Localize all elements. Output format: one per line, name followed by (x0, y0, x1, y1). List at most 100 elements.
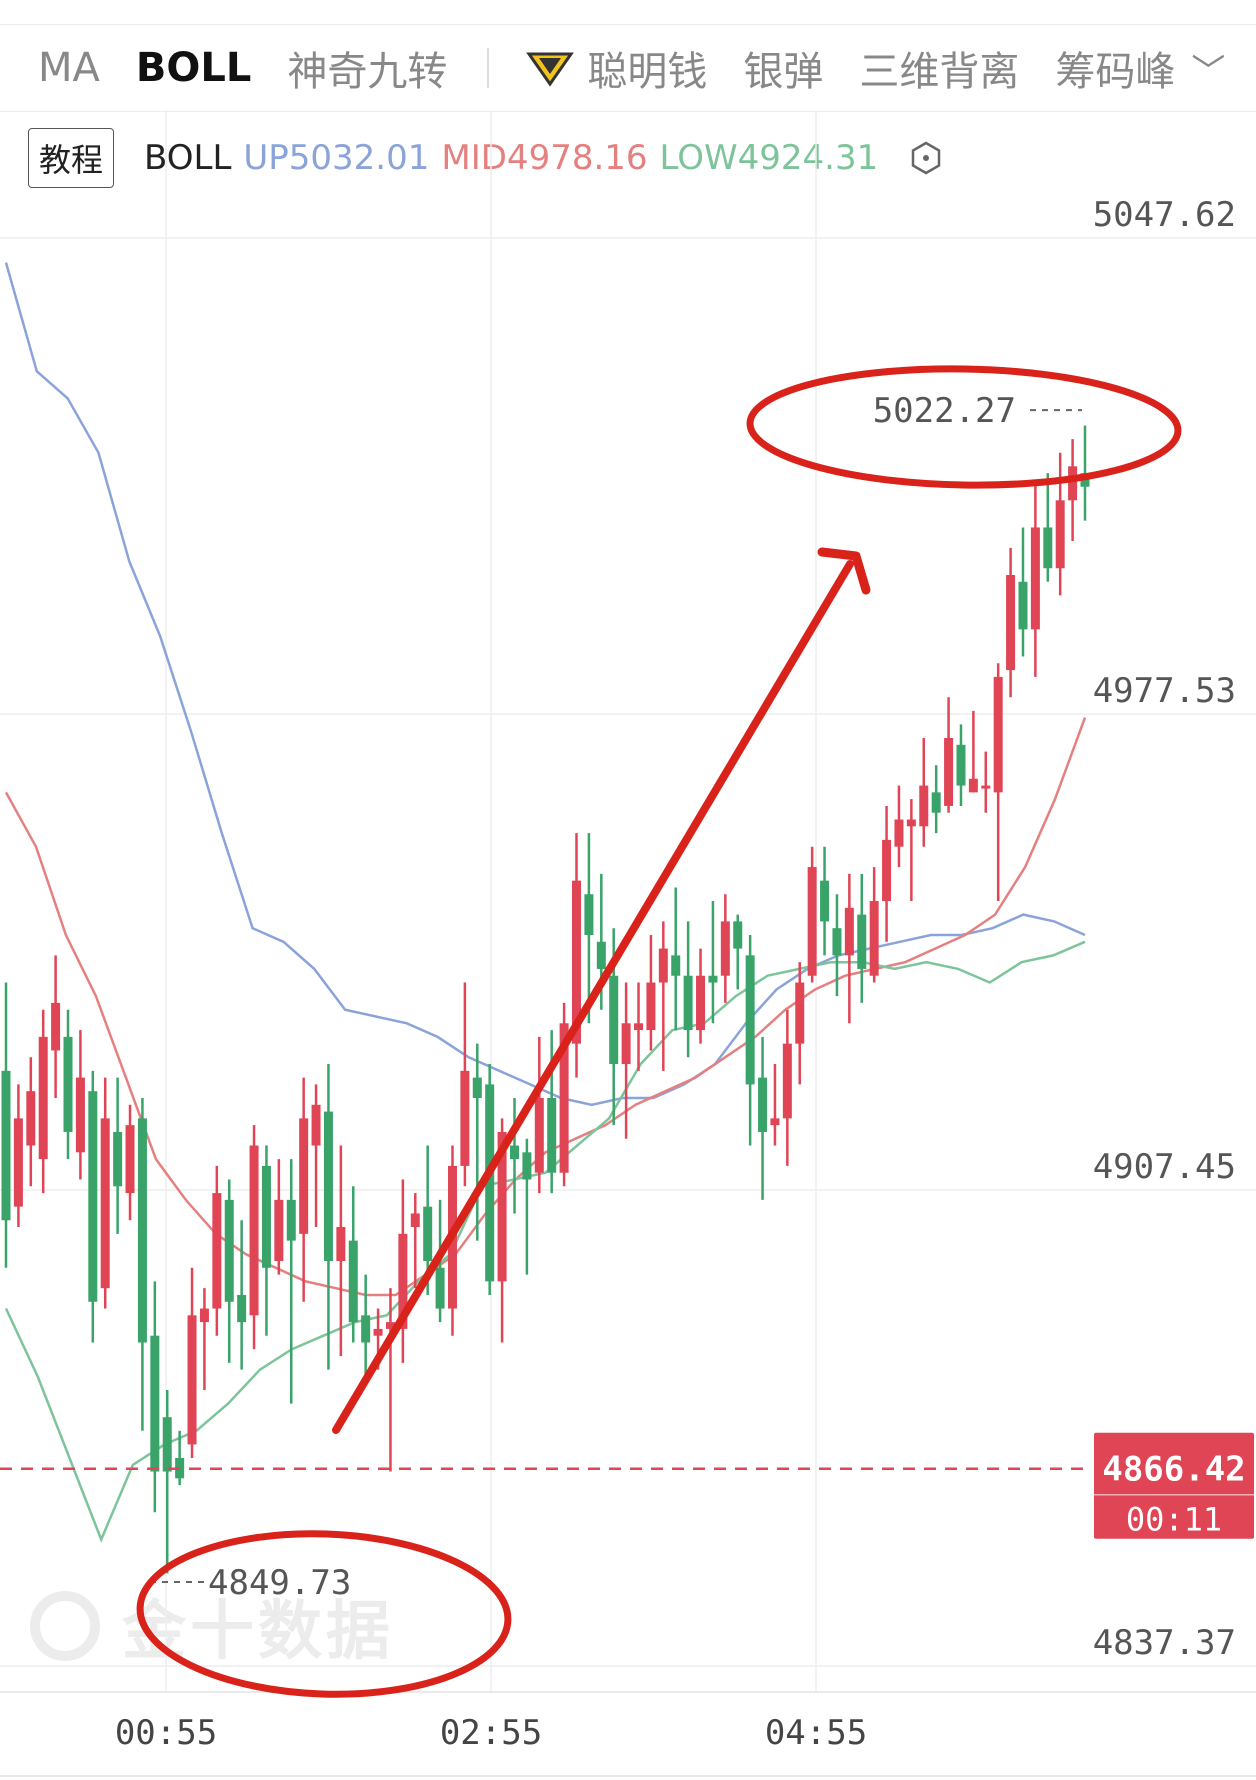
candle-body (906, 819, 916, 827)
tab-ma[interactable]: MA (38, 45, 100, 91)
candle-body (683, 975, 693, 1031)
axis-labels: 5047.62 4977.53 4907.45 4837.37 00:55 02:55 04… (115, 195, 1236, 1753)
candle-body (931, 792, 941, 813)
candle-body (646, 982, 656, 1031)
boll-mid-line (4, 717, 1087, 1297)
tab-chip-peak-label: 筹码峰 (1055, 49, 1176, 95)
x-tick-label: 00:55 (115, 1713, 217, 1753)
chevron-down-icon[interactable]: ﹀ (1191, 51, 1226, 92)
tab-smart-money[interactable]: 聪明钱 (525, 39, 707, 97)
candle-body (733, 921, 743, 949)
y-tick-label: 4837.37 (1093, 1623, 1236, 1663)
tab-3d-divergence[interactable]: 三维背离 (859, 49, 1020, 95)
candle-body (336, 1227, 346, 1261)
candle-body (497, 1131, 507, 1282)
candle-body (1, 1070, 11, 1221)
candle-body (38, 1036, 48, 1160)
candle-body (323, 1111, 333, 1261)
candle-body (584, 894, 594, 935)
candle-body (944, 738, 954, 806)
countdown-label: 00:11 (1126, 1501, 1222, 1539)
candle-body (832, 928, 842, 956)
tab-silver-bullet[interactable]: 银弹 (743, 49, 824, 95)
candle-body (435, 1267, 445, 1309)
candle-body (720, 921, 730, 976)
diamond-icon (526, 52, 575, 87)
tutorial-button[interactable]: 教程 (28, 128, 115, 188)
candle-body (696, 975, 706, 1031)
trend-arrow-head (817, 547, 871, 595)
settings-hex-icon[interactable] (908, 140, 944, 176)
candle-body (63, 1036, 73, 1132)
candle-body (968, 778, 978, 793)
y-tick-label: 4977.53 (1093, 671, 1236, 711)
tab-boll[interactable]: BOLL (135, 45, 252, 91)
candle-body (150, 1335, 160, 1472)
candle-body (671, 955, 681, 976)
candle-body (708, 975, 718, 983)
candle-body (26, 1091, 36, 1146)
boll-up-line (4, 262, 1086, 1107)
annotations: 4866.42 00:11 5022.27 4849.73 (0, 365, 1254, 1698)
candle-body (410, 1213, 420, 1228)
candle-body (125, 1125, 135, 1194)
candle-body (1030, 527, 1040, 630)
candle-body (249, 1145, 259, 1316)
candle-body (385, 1322, 395, 1329)
bollinger-bands (4, 262, 1087, 1543)
candles (1, 425, 1090, 1574)
tab-smart-money-label: 聪明钱 (587, 49, 708, 95)
candle-body (621, 1023, 631, 1065)
candle-body (373, 1328, 383, 1336)
candle-body (1006, 575, 1016, 671)
tab-divider (487, 48, 490, 88)
candle-body (51, 1002, 61, 1051)
boll-up-value: UP5032.01 (243, 138, 430, 178)
candle-body (460, 1070, 470, 1166)
candle-body (770, 1118, 780, 1126)
candle-body (423, 1206, 433, 1261)
candle-body (88, 1091, 98, 1302)
low-price-label: 4849.73 (208, 1563, 351, 1603)
candle-body (1043, 527, 1053, 569)
candle-body (311, 1104, 321, 1146)
candle-body (1018, 581, 1028, 630)
candle-body (361, 1315, 371, 1343)
candle-body (237, 1294, 247, 1323)
tab-magic-nine[interactable]: 神奇九转 (287, 49, 448, 95)
candle-body (745, 955, 755, 1085)
current-price-label: 4866.42 (1102, 1450, 1245, 1490)
candle-body (75, 1077, 85, 1153)
candle-body (261, 1165, 271, 1268)
y-tick-label: 5047.62 (1093, 195, 1236, 235)
candle-body (857, 914, 867, 969)
candle-body (993, 676, 1003, 793)
candle-body (137, 1118, 147, 1343)
candle-body (820, 880, 830, 922)
candle-body (609, 975, 619, 1065)
high-price-label: 5022.27 (873, 391, 1016, 431)
candle-body (795, 982, 805, 1044)
y-tick-label: 4907.45 (1093, 1147, 1236, 1187)
candle-body (534, 1097, 544, 1173)
candle-body (596, 941, 606, 969)
x-tick-label: 02:55 (440, 1713, 542, 1753)
candle-body (894, 819, 904, 847)
candle-body (162, 1417, 172, 1472)
candle-body (299, 1118, 309, 1234)
candle-body (100, 1118, 110, 1289)
high-circle-annotation (746, 365, 1182, 489)
low-circle-annotation (136, 1530, 512, 1698)
candle-body (844, 907, 854, 956)
candle-body (286, 1199, 296, 1241)
candle-body (807, 867, 817, 976)
current-price-tag (1094, 1432, 1254, 1539)
candle-body (1068, 466, 1078, 501)
candle-body (869, 901, 879, 976)
candle-body (224, 1199, 234, 1302)
candle-body (1055, 500, 1065, 569)
candle-body (113, 1131, 123, 1187)
candle-body (274, 1199, 284, 1261)
tab-chip-peak[interactable]: 筹码峰 (1055, 39, 1185, 97)
